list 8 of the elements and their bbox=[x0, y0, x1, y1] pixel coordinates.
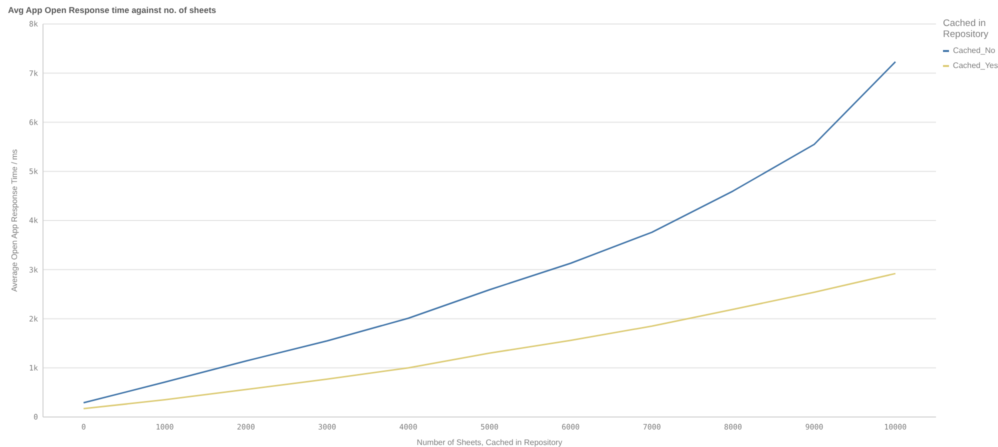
legend-label: Cached_No bbox=[953, 46, 996, 55]
legend-label: Cached_Yes bbox=[952, 61, 998, 70]
line-series bbox=[82, 272, 896, 410]
legend-title: Cached in Repository bbox=[943, 18, 990, 40]
x-axis-title: Number of Sheets, Cached in Repository bbox=[416, 438, 562, 447]
line-series bbox=[82, 61, 896, 404]
y-axis-title: Average Open App Response Time / ms bbox=[10, 149, 19, 292]
chart-title: Avg App Open Response time against no. of sheets bbox=[8, 5, 216, 15]
